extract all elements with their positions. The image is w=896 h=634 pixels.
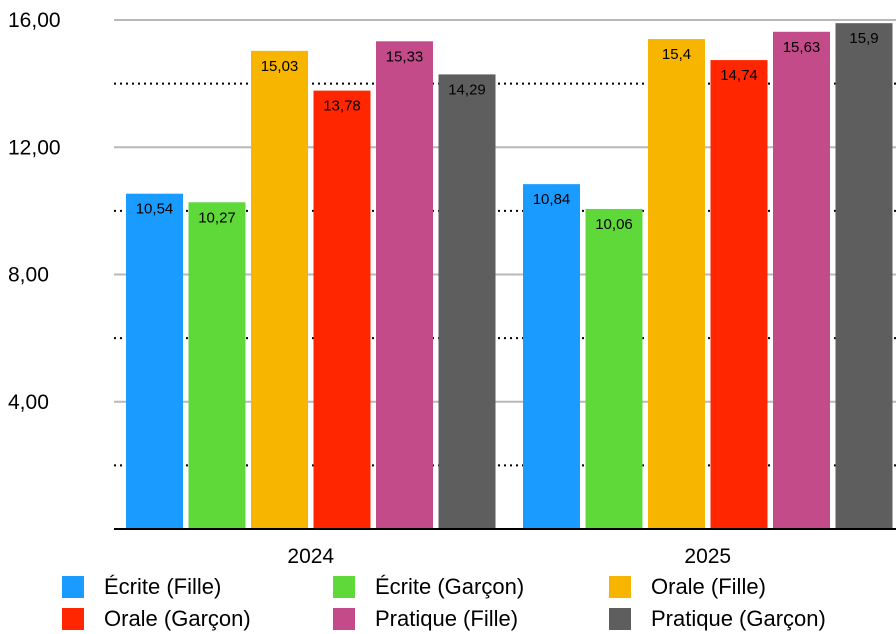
data-label: 15,63 [783,39,821,56]
data-label: 15,03 [261,58,299,75]
data-label: 10,84 [533,191,571,208]
bar [251,50,308,529]
bar [835,23,893,530]
bar [648,39,705,530]
bar [523,184,580,529]
data-label: 13,78 [323,98,361,115]
x-category-label: 2024 [287,545,334,568]
y-tick-label: 8,00 [8,264,49,287]
bar [376,41,433,530]
bar [773,31,830,529]
bar [438,74,496,529]
data-label: 15,9 [849,30,878,47]
y-tick-label: 4,00 [8,391,49,414]
x-axis-categories: 2024 2025 [287,545,731,568]
y-axis-ticks: 4,00 8,00 12,00 16,00 [8,9,61,414]
data-labels: 10,54 10,84 10,27 10,06 15,03 15,4 13,78 14,74 1… [136,30,879,233]
data-label: 15,4 [662,46,691,63]
data-label: 14,74 [720,67,758,84]
data-label: 14,29 [448,81,486,98]
x-category-label: 2025 [684,545,731,568]
bar [710,60,768,530]
data-label: 10,06 [595,216,633,233]
data-label: 10,54 [136,201,174,218]
bars [126,23,893,530]
data-label: 15,33 [386,48,424,65]
bar [126,193,183,530]
y-tick-label: 16,00 [8,9,61,32]
data-label: 10,27 [198,209,236,226]
bar [188,202,246,529]
bar [585,208,643,529]
bar [313,90,371,529]
y-tick-label: 12,00 [8,136,61,159]
